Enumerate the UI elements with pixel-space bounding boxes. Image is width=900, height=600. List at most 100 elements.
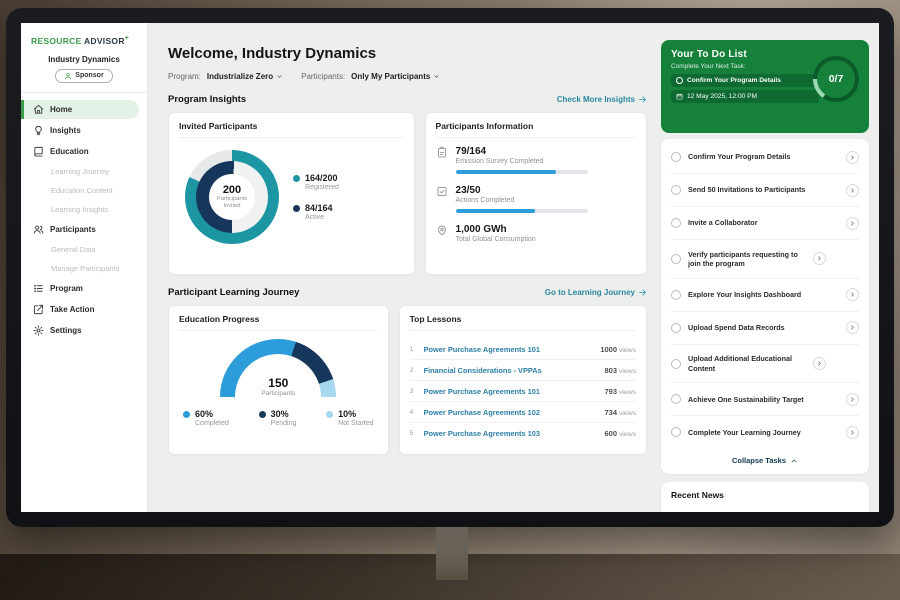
nav-label: Participants <box>50 225 96 234</box>
task-checkbox[interactable] <box>671 323 681 333</box>
lesson-link[interactable]: Power Purchase Agreements 101 <box>424 345 595 354</box>
recent-news-title: Recent News <box>671 490 724 500</box>
gauge-center: 150 Participants <box>220 376 336 397</box>
sidebar-item-manage-participants[interactable]: Manage Participants <box>21 260 139 277</box>
sidebar-item-program[interactable]: Program <box>21 279 139 298</box>
sidebar-item-home[interactable]: Home <box>21 100 139 119</box>
chevron-right-icon[interactable] <box>846 288 859 301</box>
chevron-right-icon[interactable] <box>846 151 859 164</box>
participants-dropdown[interactable]: Only My Participants <box>351 72 440 81</box>
divider <box>21 92 147 93</box>
task-checkbox[interactable] <box>671 394 681 404</box>
sidebar-item-learning-insights[interactable]: Learning Insights <box>21 201 139 218</box>
filters-bar: Program: Industrialize Zero Participants… <box>168 72 647 81</box>
task-row-9[interactable]: Complete Your Learning Journey <box>671 416 859 448</box>
card-title: Participants Information <box>436 121 636 138</box>
monitor: RESOURCE ADVISOR+ Industry Dynamics Spon… <box>6 8 894 527</box>
chevron-right-icon[interactable] <box>846 217 859 230</box>
check-more-insights-link[interactable]: Check More Insights <box>557 95 647 104</box>
todo-progress-ring: 0/7 <box>813 56 859 102</box>
task-row-4[interactable]: Verify participants requesting to join t… <box>671 240 859 279</box>
donut-legend: 164/200 Registered 84/164 Active <box>293 173 339 221</box>
lesson-link[interactable]: Financial Considerations - VPPAs <box>424 366 599 375</box>
task-checkbox[interactable] <box>671 359 681 369</box>
education-progress-gauge: 150 Participants <box>220 339 336 397</box>
learning-journey-header: Participant Learning Journey Go to Learn… <box>168 287 647 298</box>
person-icon <box>64 72 72 80</box>
invited-participants-donut: 200 Participants Invited <box>185 150 279 244</box>
invited-participants-card: Invited Participants 200 Participants In… <box>168 112 415 275</box>
program-filter-label: Program: <box>168 72 201 81</box>
lesson-row: 2 Financial Considerations - VPPAs 803vi… <box>410 360 636 381</box>
legend-dot <box>293 175 300 182</box>
main-content: Welcome, Industry Dynamics Program: Indu… <box>148 23 657 512</box>
sidebar-item-settings[interactable]: Settings <box>21 321 139 340</box>
nav-label: Manage Participants <box>51 264 119 273</box>
task-checkbox[interactable] <box>671 152 681 162</box>
legend-dot <box>326 411 333 418</box>
section-title: Participant Learning Journey <box>168 287 299 298</box>
lesson-link[interactable]: Power Purchase Agreements 102 <box>424 408 599 417</box>
gauge-legend: 60% Completed 30% Pending <box>179 409 378 427</box>
sidebar-item-general-data[interactable]: General Data <box>21 241 139 258</box>
participants-information-card: Participants Information 79/164 Emission… <box>425 112 647 275</box>
legend-dot <box>259 411 266 418</box>
card-title: Invited Participants <box>179 121 404 138</box>
lesson-link[interactable]: Power Purchase Agreements 103 <box>424 429 599 438</box>
chevron-right-icon[interactable] <box>813 252 826 265</box>
arrow-up-right-icon <box>33 304 44 315</box>
clipboard-icon <box>436 146 448 161</box>
sidebar-item-take-action[interactable]: Take Action <box>21 300 139 319</box>
nav-label: General Data <box>51 245 96 254</box>
org-name: Industry Dynamics <box>21 55 147 64</box>
nav-label: Settings <box>50 326 82 335</box>
task-checkbox[interactable] <box>671 427 681 437</box>
todo-next-task[interactable]: Confirm Your Program Details <box>671 74 819 87</box>
people-icon <box>33 224 44 235</box>
chevron-up-icon <box>790 457 798 465</box>
home-icon <box>33 104 44 115</box>
sidebar-item-insights[interactable]: Insights <box>21 121 139 140</box>
program-dropdown[interactable]: Industrialize Zero <box>207 72 283 81</box>
chevron-down-icon <box>276 73 283 80</box>
nav-label: Program <box>50 284 83 293</box>
top-lessons-card: Top Lessons 1 Power Purchase Agreements … <box>399 305 647 455</box>
task-checkbox[interactable] <box>676 77 683 84</box>
chevron-down-icon <box>433 73 440 80</box>
task-checkbox[interactable] <box>671 290 681 300</box>
arrow-right-icon <box>638 95 647 104</box>
legend-completed: 60% Completed <box>183 409 229 427</box>
legend-dot <box>293 205 300 212</box>
education-progress-card: Education Progress 150 Participants 60% <box>168 305 389 455</box>
sidebar-item-learning-journey[interactable]: Learning Journey <box>21 163 139 180</box>
app-logo: RESOURCE ADVISOR+ <box>21 23 147 48</box>
task-row-3[interactable]: Invite a Collaborator <box>671 207 859 240</box>
todo-tasks-card: Confirm Your Program Details Send 50 Inv… <box>661 139 869 474</box>
chevron-right-icon[interactable] <box>846 184 859 197</box>
go-to-learning-journey-link[interactable]: Go to Learning Journey <box>545 288 647 297</box>
sidebar-item-participants[interactable]: Participants <box>21 220 139 239</box>
todo-due-date: 12 May 2025, 12:00 PM <box>671 90 819 103</box>
task-checkbox[interactable] <box>671 218 681 228</box>
progress-bar <box>456 209 588 213</box>
task-row-5[interactable]: Explore Your Insights Dashboard <box>671 279 859 312</box>
chevron-right-icon[interactable] <box>846 426 859 439</box>
recent-news-section: Recent News <box>661 482 869 512</box>
task-row-7[interactable]: Upload Additional Educational Content <box>671 345 859 384</box>
chevron-right-icon[interactable] <box>846 321 859 334</box>
task-row-2[interactable]: Send 50 Invitations to Participants <box>671 174 859 207</box>
sidebar-item-education-content[interactable]: Education Content <box>21 182 139 199</box>
lesson-link[interactable]: Power Purchase Agreements 101 <box>424 387 599 396</box>
task-row-8[interactable]: Achieve One Sustainability Target <box>671 383 859 416</box>
legend-dot <box>183 411 190 418</box>
task-row-6[interactable]: Upload Spend Data Records <box>671 312 859 345</box>
collapse-tasks-button[interactable]: Collapse Tasks <box>671 448 859 470</box>
sidebar-item-education[interactable]: Education <box>21 142 139 161</box>
chevron-right-icon[interactable] <box>813 357 826 370</box>
app-window: RESOURCE ADVISOR+ Industry Dynamics Spon… <box>21 23 879 512</box>
chevron-right-icon[interactable] <box>846 393 859 406</box>
task-checkbox[interactable] <box>671 185 681 195</box>
task-row-1[interactable]: Confirm Your Program Details <box>671 141 859 174</box>
legend-registered: 164/200 Registered <box>293 173 339 191</box>
task-checkbox[interactable] <box>671 254 681 264</box>
